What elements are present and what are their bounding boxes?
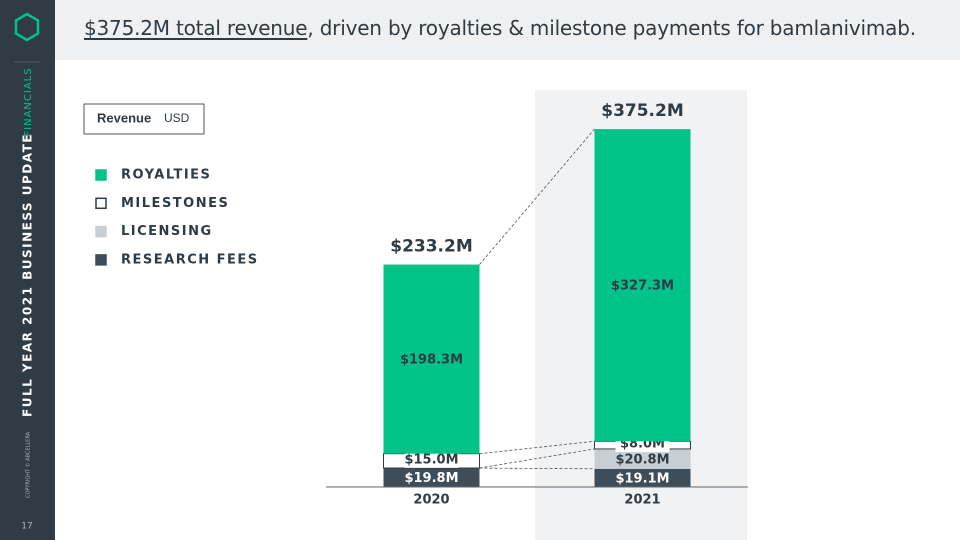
deck-label: FULL YEAR 2021 BUSINESS UPDATE xyxy=(21,133,35,417)
label-box xyxy=(404,450,459,468)
bar-segment xyxy=(594,448,691,469)
connector xyxy=(479,440,595,455)
value-label: $19.8M xyxy=(404,471,458,486)
bar-segment xyxy=(594,468,691,487)
logo xyxy=(14,12,40,42)
slide-title: $375.2M total revenue, driven by royalti… xyxy=(84,16,916,40)
x-tick-label: 2020 xyxy=(413,493,449,508)
sidebar xyxy=(0,0,55,540)
page-number: 17 xyxy=(21,522,32,532)
value-label: $198.3M xyxy=(400,353,463,368)
legend-label: MILESTONES xyxy=(121,196,229,211)
title-rest: , driven by royalties & milestone paymen… xyxy=(307,16,916,40)
connector xyxy=(479,467,595,470)
header-band xyxy=(55,0,960,60)
unit: USD xyxy=(164,111,190,125)
unit-box xyxy=(83,103,205,135)
legend-label: ROYALTIES xyxy=(121,168,211,183)
legend-label: LICENSING xyxy=(121,224,213,239)
bar-segment xyxy=(383,468,480,487)
section-label: FINANCIALS xyxy=(23,67,34,136)
value-label: $327.3M xyxy=(611,279,674,294)
bar-segment xyxy=(594,129,691,442)
value-label: $15.0M xyxy=(404,452,458,467)
connector xyxy=(479,448,595,469)
bar-segment xyxy=(383,264,480,454)
total-label: $233.2M xyxy=(390,237,473,257)
legend-swatch xyxy=(95,254,107,266)
legend-swatch xyxy=(95,197,107,210)
title-emphasis: $375.2M total revenue xyxy=(84,16,308,40)
legend-swatch xyxy=(95,225,107,238)
copyright: COPYRIGHT © ABCELLERA xyxy=(25,431,32,498)
legend-swatch xyxy=(95,169,107,181)
x-tick-label: 2021 xyxy=(624,493,660,508)
value-label: $20.8M xyxy=(615,452,669,467)
value-label: $19.1M xyxy=(615,471,669,486)
unit-label: Revenue xyxy=(97,110,151,125)
total-label: $375.2M xyxy=(601,101,684,121)
legend-label: RESEARCH FEES xyxy=(121,252,259,267)
